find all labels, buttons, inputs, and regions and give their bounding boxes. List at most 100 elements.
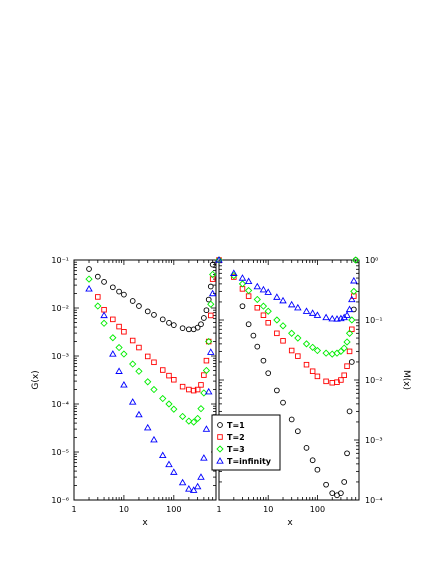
data-point [303, 361, 310, 368]
series-t-2 [95, 276, 216, 394]
data-point [313, 311, 322, 318]
y-tick-label: 10⁻² [365, 376, 383, 385]
data-point [151, 359, 157, 366]
data-point [194, 386, 201, 393]
legend-box [211, 414, 281, 471]
data-point [129, 298, 136, 304]
data-point [178, 478, 187, 486]
data-point [302, 307, 311, 314]
data-point [352, 256, 360, 264]
legend-marker [217, 422, 223, 428]
data-point [314, 373, 321, 380]
data-point [264, 288, 272, 295]
legend-label: T=2 [227, 433, 245, 442]
legend-label: T=infinity [227, 457, 272, 466]
data-point [333, 315, 341, 322]
data-point [346, 348, 353, 355]
data-point [323, 378, 329, 385]
data-point [86, 266, 92, 272]
data-point [197, 473, 205, 480]
data-point [209, 261, 216, 268]
x-tick-label: 10 [263, 505, 273, 514]
right-axis-ticks: 1 10 100 10⁻⁴ 10⁻³ 10⁻² 10⁻¹ 10⁰ [216, 256, 382, 514]
data-point [205, 296, 212, 303]
data-point [190, 418, 198, 426]
data-point [198, 382, 204, 388]
right-data-marks [215, 256, 360, 499]
legend-entry: T=2 [217, 433, 245, 442]
data-point [265, 370, 272, 377]
data-point [109, 334, 117, 342]
data-point [205, 337, 213, 346]
left-data-marks [85, 261, 217, 493]
data-point [194, 324, 201, 331]
data-point [202, 425, 211, 432]
data-point [209, 276, 216, 282]
data-point [205, 338, 212, 345]
y-tick-label: 10⁻⁴ [51, 400, 69, 409]
data-point [259, 302, 268, 310]
data-point [207, 300, 215, 308]
data-point [345, 329, 354, 337]
data-point [171, 377, 177, 383]
data-point [120, 350, 128, 358]
data-point [189, 486, 198, 493]
data-point [303, 444, 310, 451]
series-t-3 [85, 270, 217, 426]
left-plot-frame [73, 259, 217, 501]
data-point [287, 300, 296, 308]
data-point [201, 315, 207, 321]
data-point [250, 332, 257, 339]
data-point [313, 346, 322, 355]
data-point [110, 316, 116, 323]
series-t-3 [215, 256, 360, 358]
series-t-infinity [215, 256, 358, 322]
data-point [344, 450, 350, 457]
data-point [200, 454, 208, 461]
data-point [200, 389, 208, 397]
data-point [129, 360, 137, 368]
data-point [185, 417, 193, 425]
data-point [209, 270, 217, 279]
data-point [350, 276, 358, 284]
legend-entry: T=infinity [216, 457, 272, 466]
data-point [109, 350, 117, 357]
data-point [159, 316, 166, 323]
data-point [308, 309, 317, 316]
data-point [264, 307, 272, 315]
data-point [159, 394, 167, 403]
data-point [309, 457, 316, 464]
data-point [273, 316, 281, 324]
y-tick-label: 10⁻¹ [365, 316, 383, 325]
data-point [203, 357, 210, 364]
data-point [144, 353, 151, 360]
data-point [340, 344, 348, 352]
data-point [280, 338, 286, 344]
y-tick-label: 10⁻³ [365, 436, 383, 445]
data-point [215, 256, 223, 264]
data-point [348, 316, 356, 324]
data-point [109, 284, 116, 291]
data-point [245, 293, 252, 299]
left-axis-ticks: 1 10 100 10⁻⁶ 10⁻⁵ 10⁻⁴ 10⁻³ 10⁻² 10⁻¹ [51, 256, 217, 514]
data-point [159, 367, 166, 373]
data-point [274, 330, 280, 337]
legend-marker [216, 457, 224, 464]
data-point [170, 322, 177, 328]
series-t-infinity [85, 284, 217, 493]
data-point [165, 460, 173, 468]
data-point [101, 306, 107, 313]
data-point [116, 323, 122, 330]
data-point [302, 340, 311, 348]
data-point [244, 286, 253, 295]
x-tick-label: 100 [166, 505, 181, 514]
data-point [95, 294, 101, 300]
data-point [150, 385, 158, 394]
left-y-axis-label: G(x) [31, 370, 41, 389]
data-point [151, 311, 157, 318]
y-tick-label: 10⁻⁵ [51, 448, 69, 457]
data-point [135, 367, 143, 375]
data-point [121, 329, 127, 335]
data-point [329, 379, 335, 386]
